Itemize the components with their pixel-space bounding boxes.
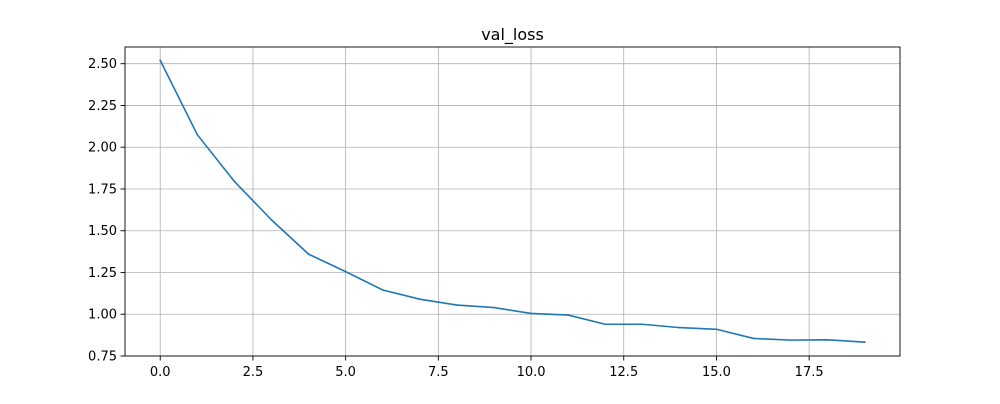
x-axis: 0.0 2.5 5.0 7.5 10.0 12.5 15.0 17.5 bbox=[150, 356, 824, 380]
data-point bbox=[233, 180, 236, 183]
data-point bbox=[826, 338, 829, 341]
data-point bbox=[381, 289, 384, 291]
x-tick-label: 7.5 bbox=[428, 365, 449, 380]
data-point bbox=[789, 339, 792, 341]
data-point bbox=[159, 59, 162, 62]
y-tick-label: 1.50 bbox=[88, 224, 117, 239]
data-point bbox=[715, 328, 718, 331]
data-point bbox=[863, 341, 866, 343]
data-point bbox=[270, 219, 273, 221]
x-tick-label: 5.0 bbox=[335, 365, 356, 380]
data-point bbox=[530, 312, 532, 315]
y-axis: 0.75 1.00 1.25 1.50 1.75 2.00 2.25 2.50 bbox=[88, 57, 125, 365]
data-point bbox=[493, 306, 495, 309]
data-point bbox=[604, 323, 607, 326]
x-tick-label: 12.5 bbox=[609, 365, 638, 380]
axes-frame bbox=[124, 46, 901, 357]
y-tick-label: 0.75 bbox=[88, 350, 117, 365]
plot-frame bbox=[124, 46, 901, 357]
plot-area bbox=[159, 59, 866, 343]
y-tick-label: 2.00 bbox=[88, 141, 117, 156]
y-tick-label: 1.25 bbox=[88, 266, 117, 281]
data-point bbox=[641, 323, 644, 326]
y-tick-label: 2.50 bbox=[88, 57, 117, 72]
chart-title: val_loss bbox=[481, 25, 544, 45]
x-tick-label: 17.5 bbox=[795, 365, 824, 380]
data-point bbox=[752, 337, 755, 340]
y-tick-label: 1.00 bbox=[88, 308, 117, 323]
series-line bbox=[159, 59, 866, 343]
data-point bbox=[344, 270, 347, 273]
y-tick-label: 1.75 bbox=[88, 182, 117, 197]
data-point bbox=[307, 253, 310, 255]
data-point bbox=[196, 133, 199, 136]
x-tick-label: 15.0 bbox=[702, 365, 731, 380]
gridlines bbox=[125, 47, 900, 357]
x-tick-label: 2.5 bbox=[243, 365, 264, 380]
data-point bbox=[567, 314, 569, 316]
x-tick-label: 10.0 bbox=[517, 365, 546, 380]
data-point bbox=[678, 326, 681, 329]
x-tick-label: 0.0 bbox=[150, 365, 171, 380]
data-point bbox=[418, 298, 421, 301]
y-tick-label: 2.25 bbox=[88, 99, 117, 114]
data-point bbox=[456, 304, 458, 306]
